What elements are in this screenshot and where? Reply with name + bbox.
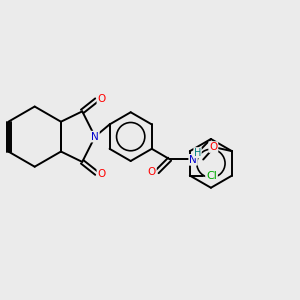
Text: O: O [209,142,218,152]
Text: H: H [194,148,201,158]
Text: N: N [189,155,197,165]
Text: O: O [98,94,106,104]
Text: O: O [148,167,156,177]
Text: Cl: Cl [206,171,217,181]
Text: O: O [98,169,106,179]
Text: N: N [91,132,99,142]
